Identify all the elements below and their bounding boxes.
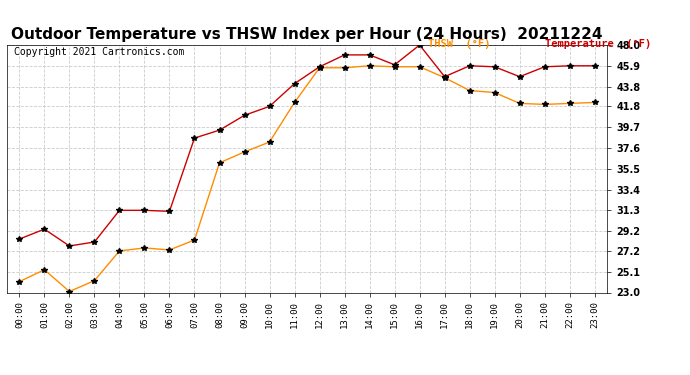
THSW  (°F) <box>15 279 23 284</box>
Temperature  (°F) <box>415 43 424 47</box>
Text: Temperature  (°F): Temperature (°F) <box>545 39 651 50</box>
Temperature  (°F) <box>140 208 148 213</box>
Temperature  (°F) <box>515 74 524 79</box>
THSW  (°F) <box>315 66 324 70</box>
THSW  (°F) <box>491 90 499 95</box>
Text: Copyright 2021 Cartronics.com: Copyright 2021 Cartronics.com <box>14 47 184 57</box>
THSW  (°F) <box>290 100 299 105</box>
THSW  (°F) <box>266 140 274 144</box>
Temperature  (°F) <box>240 113 248 117</box>
Temperature  (°F) <box>366 53 374 57</box>
Temperature  (°F) <box>266 104 274 109</box>
THSW  (°F) <box>340 66 348 70</box>
Temperature  (°F) <box>491 64 499 69</box>
Temperature  (°F) <box>591 63 599 68</box>
THSW  (°F) <box>40 267 48 272</box>
Title: Outdoor Temperature vs THSW Index per Hour (24 Hours)  20211224: Outdoor Temperature vs THSW Index per Ho… <box>11 27 603 42</box>
THSW  (°F) <box>140 246 148 250</box>
Line: Temperature  (°F): Temperature (°F) <box>17 42 598 249</box>
Temperature  (°F) <box>166 209 174 214</box>
THSW  (°F) <box>215 160 224 165</box>
Temperature  (°F) <box>90 240 99 244</box>
THSW  (°F) <box>591 100 599 105</box>
THSW  (°F) <box>190 238 199 242</box>
THSW  (°F) <box>240 150 248 154</box>
Temperature  (°F) <box>15 237 23 241</box>
Temperature  (°F) <box>66 244 74 248</box>
Temperature  (°F) <box>440 74 449 79</box>
Temperature  (°F) <box>115 208 124 213</box>
THSW  (°F) <box>391 64 399 69</box>
THSW  (°F) <box>540 102 549 106</box>
Temperature  (°F) <box>40 227 48 231</box>
THSW  (°F) <box>66 289 74 294</box>
THSW  (°F) <box>90 278 99 283</box>
Temperature  (°F) <box>190 136 199 140</box>
THSW  (°F) <box>366 63 374 68</box>
THSW  (°F) <box>440 75 449 80</box>
Temperature  (°F) <box>540 64 549 69</box>
Temperature  (°F) <box>290 81 299 86</box>
Temperature  (°F) <box>566 63 574 68</box>
Text: THSW  (°F): THSW (°F) <box>428 39 491 50</box>
THSW  (°F) <box>415 64 424 69</box>
Temperature  (°F) <box>315 64 324 69</box>
THSW  (°F) <box>466 88 474 93</box>
THSW  (°F) <box>166 248 174 252</box>
THSW  (°F) <box>515 101 524 106</box>
Temperature  (°F) <box>340 53 348 57</box>
Temperature  (°F) <box>466 63 474 68</box>
Line: THSW  (°F): THSW (°F) <box>17 63 598 294</box>
Temperature  (°F) <box>391 63 399 67</box>
THSW  (°F) <box>115 249 124 253</box>
THSW  (°F) <box>566 101 574 106</box>
Temperature  (°F) <box>215 128 224 132</box>
